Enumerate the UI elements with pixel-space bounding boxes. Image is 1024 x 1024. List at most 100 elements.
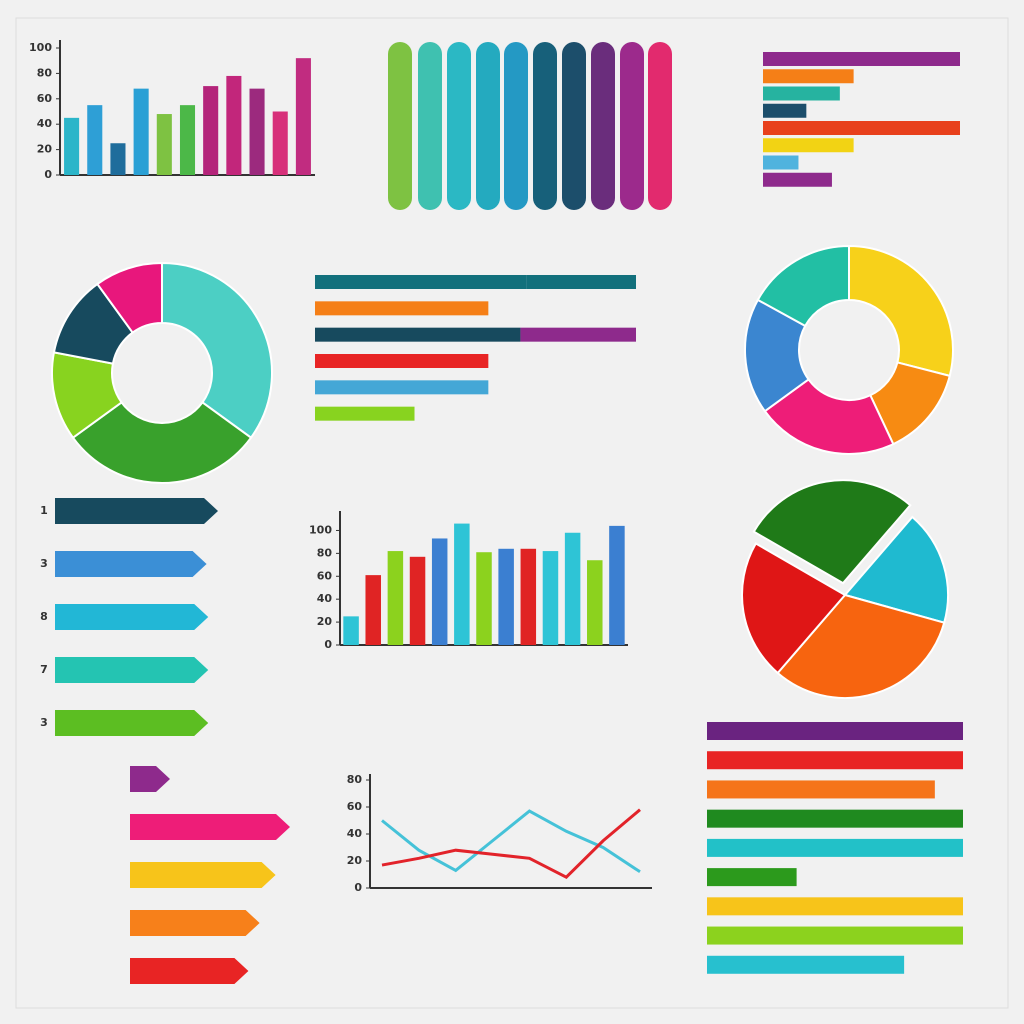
bar: [226, 75, 242, 175]
arrow-bar: [55, 710, 209, 736]
bar: [272, 111, 288, 175]
arrow-bar: [55, 498, 218, 524]
bar: [587, 560, 603, 645]
slice: [741, 542, 847, 675]
bar: [763, 121, 960, 135]
y-tick-label: 60: [317, 569, 333, 582]
y-tick-label: 40: [347, 827, 363, 840]
slice: [71, 400, 253, 484]
bar: [763, 69, 854, 84]
bar: [110, 143, 126, 175]
bar: [707, 780, 935, 799]
slice: [752, 479, 912, 585]
arrow-bar: [130, 910, 260, 936]
pill: [447, 42, 471, 210]
pill-bars: [388, 42, 672, 210]
slice: [848, 244, 954, 378]
pill: [476, 42, 500, 210]
y-tick-label: 80: [317, 546, 333, 559]
bar: [609, 525, 625, 645]
bar: [763, 103, 807, 118]
slice: [843, 515, 949, 624]
y-tick-label: 60: [37, 92, 53, 105]
slice: [763, 377, 895, 455]
bar: [409, 556, 426, 645]
row-label: 7: [40, 663, 48, 676]
y-tick-label: 80: [347, 773, 363, 786]
bar: [564, 532, 581, 645]
y-tick-label: 20: [37, 143, 53, 156]
slice: [95, 261, 163, 334]
bar: [315, 380, 489, 395]
y-tick-label: 60: [347, 800, 363, 813]
arrow-bar: [130, 766, 170, 792]
bar: [763, 172, 832, 187]
y-tick-label: 40: [37, 117, 53, 130]
y-tick-label: 100: [309, 523, 332, 536]
arrow-bar: [55, 657, 209, 683]
bar: [365, 575, 381, 645]
y-tick-label: 40: [317, 592, 333, 605]
arrow-bar: [55, 551, 207, 577]
bar: [133, 88, 149, 175]
slice: [161, 261, 273, 440]
bar: [315, 354, 489, 368]
bar: [87, 105, 103, 175]
bar: [179, 105, 196, 175]
bar: [315, 406, 415, 421]
bar: [707, 751, 963, 770]
arrow-bar: [130, 958, 249, 984]
bar: [64, 117, 80, 175]
bar: [763, 155, 799, 170]
bar: [315, 275, 527, 289]
bar: [387, 551, 404, 645]
pill: [562, 42, 586, 210]
bar: [763, 86, 840, 101]
bar: [520, 327, 636, 342]
bar: [295, 58, 311, 175]
slice: [776, 593, 946, 699]
bar: [203, 86, 219, 175]
pill: [388, 42, 412, 210]
pill: [418, 42, 442, 210]
frame: [15, 17, 1009, 1009]
y-tick-label: 20: [317, 615, 333, 628]
y-tick-label: 100: [29, 41, 52, 54]
arrow-bar: [55, 604, 209, 630]
bar: [454, 523, 470, 645]
row-label: 8: [40, 610, 48, 623]
bar: [707, 926, 963, 945]
bar: [526, 275, 636, 289]
bar: [763, 138, 854, 153]
line: [381, 808, 641, 880]
bar: [476, 552, 492, 645]
y-tick-label: 80: [37, 66, 53, 79]
bar: [707, 838, 963, 857]
bar: [520, 548, 537, 645]
bar: [315, 301, 489, 316]
row-label: 1: [40, 504, 48, 517]
bar: [156, 114, 172, 175]
bar: [707, 809, 963, 828]
pill: [591, 42, 615, 210]
pill: [620, 42, 644, 210]
pill: [648, 42, 672, 210]
bar: [707, 722, 963, 740]
pill: [504, 42, 528, 210]
y-tick-label: 0: [324, 638, 332, 651]
bar: [707, 897, 963, 916]
bar: [498, 548, 514, 645]
bar: [431, 538, 448, 645]
bar: [542, 551, 559, 645]
bar: [343, 616, 359, 645]
row-label: 3: [40, 557, 48, 570]
slice: [756, 244, 850, 328]
y-tick-label: 0: [44, 168, 52, 181]
bar: [315, 327, 521, 342]
arrow-bar: [130, 814, 290, 840]
y-tick-label: 0: [354, 881, 362, 894]
row-label: 3: [40, 716, 48, 729]
bar: [763, 52, 960, 66]
y-tick-label: 20: [347, 854, 363, 867]
